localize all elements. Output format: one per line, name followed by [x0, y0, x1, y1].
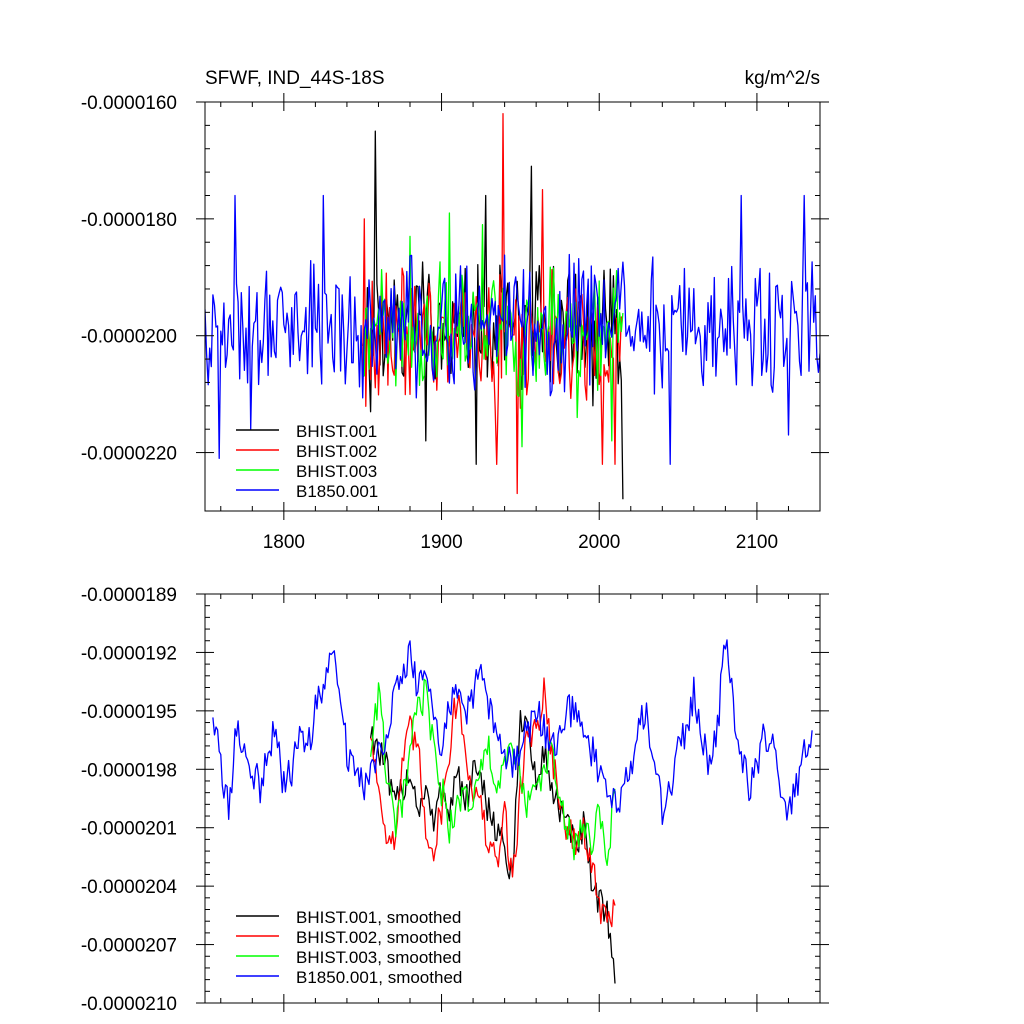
y-tick-label: -0.0000160	[81, 93, 177, 114]
y-tick-label: -0.0000189	[81, 585, 177, 606]
top-plot-frame	[204, 101, 821, 512]
legend-label: B1850.001	[296, 482, 378, 501]
y-tick-label: -0.0000204	[81, 877, 178, 898]
x-tick-label: 2100	[736, 532, 778, 553]
y-tick-label: -0.0000192	[81, 643, 177, 664]
top-panel: 1800 1900 2000 2100 -0.0000220 -0.0000200 -0.0…	[81, 93, 829, 553]
y-tick-label: -0.0000207	[81, 936, 177, 957]
legend-label: B1850.001, smoothed	[296, 968, 462, 987]
x-tick-label: 1900	[420, 532, 462, 553]
legend-label: BHIST.003, smoothed	[296, 948, 461, 967]
y-tick-label: -0.0000201	[81, 819, 177, 840]
legend-label: BHIST.001	[296, 422, 377, 441]
bottom-plot-frame	[204, 593, 821, 1004]
top-series-group	[205, 113, 820, 500]
series-line-bhist-003-smoothed	[369, 678, 616, 867]
legend-label: BHIST.003	[296, 462, 377, 481]
series-line-bhist-002-smoothed	[370, 677, 616, 928]
x-tick-label: 1800	[263, 532, 305, 553]
y-tick-label: -0.0000220	[81, 444, 177, 465]
chart-title: SFWF, IND_44S-18S	[205, 68, 385, 89]
series-line-b1850-001-smoothed	[212, 639, 813, 826]
y-tick-label: -0.0000200	[81, 327, 177, 348]
bottom-panel: -0.0000210 -0.0000207 -0.0000204 -0.0000201…	[81, 585, 829, 1015]
legend-label: BHIST.002, smoothed	[296, 928, 461, 947]
y-tick-label: -0.0000210	[81, 994, 177, 1015]
bottom-series-group	[212, 639, 813, 984]
y-tick-label: -0.0000198	[81, 760, 177, 781]
bottom-axes: -0.0000210 -0.0000207 -0.0000204 -0.0000201…	[81, 585, 829, 1015]
y-tick-label: -0.0000195	[81, 702, 177, 723]
units-label: kg/m^2/s	[745, 68, 820, 89]
top-axes: 1800 1900 2000 2100 -0.0000220 -0.0000200 -0.0…	[81, 93, 829, 553]
legend-label: BHIST.001, smoothed	[296, 908, 461, 927]
x-tick-label: 2000	[578, 532, 620, 553]
series-line-b1850-001	[205, 194, 820, 465]
legend-label: BHIST.002	[296, 442, 377, 461]
y-tick-label: -0.0000180	[81, 210, 177, 231]
